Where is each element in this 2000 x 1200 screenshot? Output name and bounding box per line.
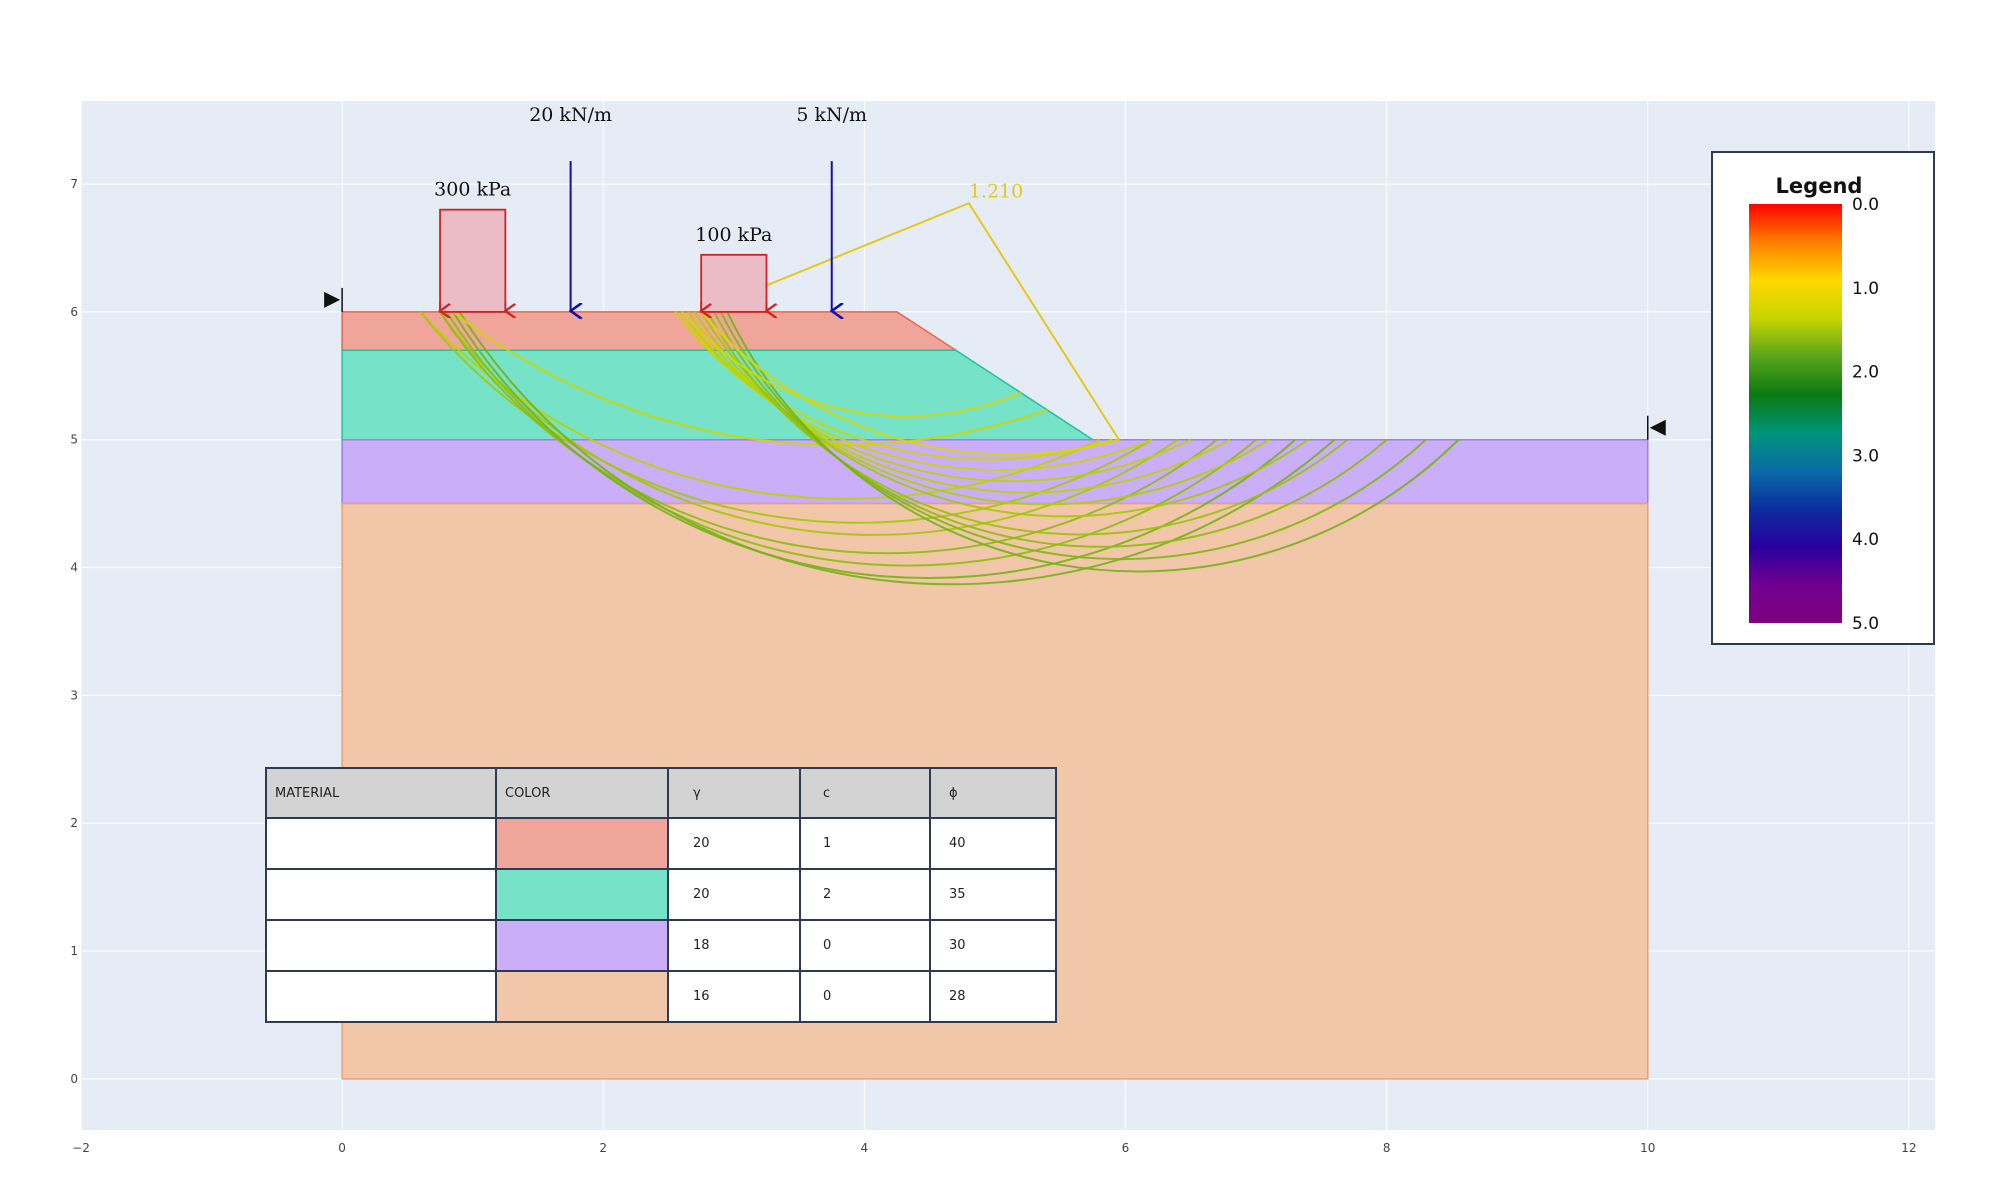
material-color-swatch (495, 970, 669, 1023)
y-tick-label: 3 (70, 688, 78, 702)
header-color: COLOR (495, 767, 669, 819)
material-name-cell (265, 868, 497, 921)
x-tick-label: 12 (1901, 1141, 1916, 1155)
failure-surface (713, 311, 1388, 548)
x-tick-label: −2 (72, 1141, 90, 1155)
distributed-load-label: 300 kPa (434, 179, 511, 201)
x-tick-label: 2 (599, 1141, 607, 1155)
loads: 300 kPa 100 kPa 20 kN/m 5 kN/m (434, 104, 867, 312)
x-tick-label: 0 (338, 1141, 346, 1155)
line-load-label: 20 kN/m (529, 104, 612, 126)
x-axis-ticks: −2 0 2 4 6 8 10 12 (72, 1141, 1916, 1155)
failure-surface (719, 311, 1427, 561)
failure-surface (439, 311, 1218, 555)
failure-surface (693, 311, 1270, 506)
material-name-cell (265, 817, 497, 870)
x-tick-label: 4 (861, 1141, 869, 1155)
legend-tick-label: 4.0 (1852, 530, 1879, 550)
failure-surface (452, 311, 1048, 446)
failure-surface (687, 311, 1231, 494)
y-tick-label: 4 (70, 561, 78, 575)
y-tick-label: 2 (70, 816, 78, 830)
x-tick-label: 8 (1383, 1141, 1391, 1155)
gamma-cell: 18 (667, 919, 801, 972)
failure-surface (726, 311, 1460, 573)
soil-layer-3 (341, 438, 1649, 505)
critical-surface-marker: 1.210 (700, 180, 1120, 441)
soil-layer-1 (341, 311, 959, 352)
cohesion-cell: 0 (799, 970, 931, 1023)
legend-tick-label: 0.0 (1852, 195, 1879, 215)
phi-cell: 35 (929, 868, 1057, 921)
legend-tick-label: 1.0 (1852, 279, 1879, 299)
failure-surface (680, 311, 1022, 418)
material-color-swatch (495, 817, 669, 870)
gamma-cell: 20 (667, 817, 801, 870)
header-gamma: γ (667, 767, 801, 819)
cohesion-cell: 0 (799, 919, 931, 972)
table-row: 20 2 35 (265, 868, 1057, 921)
table-row: 16 0 28 (265, 970, 1057, 1023)
gamma-cell: 16 (667, 970, 801, 1023)
materials-table: MATERIAL COLOR γ c ϕ 20 1 40 20 2 35 18 … (265, 767, 1057, 1023)
y-tick-label: 7 (70, 177, 78, 191)
distributed-load-block (700, 253, 768, 313)
distributed-load-block (439, 208, 507, 313)
failure-surface (458, 311, 1336, 586)
cohesion-cell: 1 (799, 817, 931, 870)
gamma-cell: 20 (667, 868, 801, 921)
header-material: MATERIAL (265, 767, 497, 819)
failure-surface (445, 311, 1257, 567)
table-row: 20 1 40 (265, 817, 1057, 870)
y-axis-ticks: 0 1 2 3 4 5 6 7 (70, 177, 78, 1086)
material-color-swatch (495, 919, 669, 972)
critical-fos-leader (700, 202, 1120, 441)
legend-colorbar (1749, 204, 1842, 623)
failure-surfaces (419, 311, 1460, 586)
distributed-load-label: 100 kPa (695, 224, 772, 246)
cohesion-cell: 2 (799, 868, 931, 921)
legend-tick-label: 2.0 (1852, 363, 1879, 383)
failure-surface (706, 311, 1349, 536)
failure-surface (680, 311, 1192, 483)
material-name-cell (265, 970, 497, 1023)
y-tick-label: 5 (70, 433, 78, 447)
header-cohesion: c (799, 767, 931, 819)
material-name-cell (265, 919, 497, 972)
search-limit-marker (324, 291, 341, 308)
phi-cell: 28 (929, 970, 1057, 1023)
line-load-label: 5 kN/m (796, 104, 867, 126)
legend-title: Legend (1776, 174, 1863, 198)
legend-tick-label: 5.0 (1852, 614, 1879, 634)
search-limits (324, 287, 1666, 440)
y-tick-label: 0 (70, 1072, 78, 1086)
table-row: 18 0 30 (265, 919, 1057, 972)
failure-surface (674, 311, 1152, 471)
legend: Legend 0.0 1.0 2.0 3.0 4.0 5.0 (1711, 151, 1935, 645)
y-tick-label: 1 (70, 944, 78, 958)
phi-cell: 40 (929, 817, 1057, 870)
legend-tick-label: 3.0 (1852, 446, 1879, 466)
material-color-swatch (495, 868, 669, 921)
failure-surface (452, 311, 1296, 579)
table-header-row: MATERIAL COLOR γ c ϕ (265, 767, 1057, 819)
search-limit-marker (1649, 419, 1666, 436)
phi-cell: 30 (929, 919, 1057, 972)
x-tick-label: 6 (1122, 1141, 1130, 1155)
critical-fos-label: 1.210 (969, 180, 1023, 202)
y-tick-label: 6 (70, 305, 78, 319)
legend-ticks: 0.0 1.0 2.0 3.0 4.0 5.0 (1852, 195, 1879, 634)
header-phi: ϕ (929, 767, 1057, 819)
critical-failure-surface (700, 311, 1120, 456)
x-tick-label: 10 (1640, 1141, 1655, 1155)
